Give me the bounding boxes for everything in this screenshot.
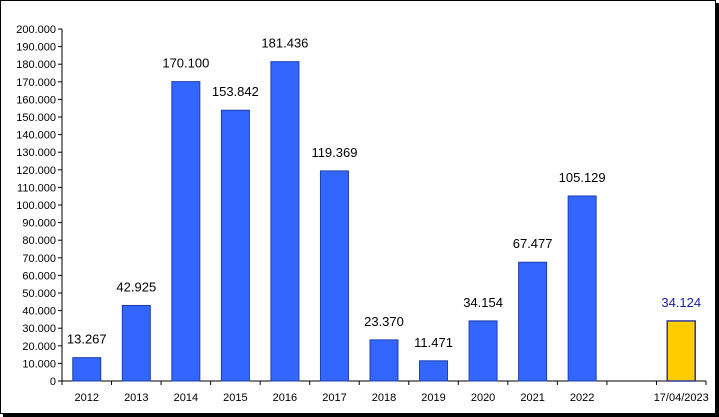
bar	[171, 81, 201, 382]
data-label: 153.842	[212, 84, 259, 99]
data-label: 13.267	[67, 332, 107, 347]
x-tick-label: 2022	[570, 392, 594, 404]
y-tick-label: 50.000	[22, 288, 56, 300]
y-tick-label: 30.000	[22, 323, 56, 335]
data-label: 11.471	[414, 335, 453, 350]
y-tick-label: 0	[50, 376, 56, 388]
bar	[419, 360, 449, 382]
x-tick-label: 2020	[471, 392, 495, 404]
data-label: 23.370	[364, 314, 404, 329]
data-label: 67.477	[513, 236, 553, 251]
bar	[270, 61, 300, 382]
x-tick-label: 2014	[174, 392, 198, 404]
y-tick-label: 120.000	[16, 165, 56, 177]
bar	[518, 261, 548, 382]
y-tick-label: 130.000	[16, 147, 56, 159]
y-axis: 0 10.000 20.000 30.000 40.000 50.000 60.000 70.…	[16, 24, 63, 388]
data-label: 105.129	[559, 170, 606, 185]
bar	[121, 304, 151, 382]
y-tick-label: 190.000	[16, 42, 56, 54]
data-label: 119.369	[311, 145, 357, 160]
y-tick-label: 150.000	[16, 112, 56, 124]
bars	[72, 61, 696, 382]
data-label: 181.436	[261, 36, 308, 51]
y-tick-label: 140.000	[16, 130, 56, 142]
y-tick-label: 20.000	[22, 341, 56, 353]
bar	[468, 320, 498, 382]
y-tick-label: 170.000	[16, 77, 56, 89]
x-tick-label: 2019	[421, 392, 445, 404]
bar	[220, 109, 250, 382]
y-tick-label: 180.000	[16, 59, 56, 71]
bar-highlight	[666, 320, 696, 382]
x-tick-label: 2016	[273, 392, 297, 404]
x-axis: 2012 2013 2014 2015 2016 2017 2018 2019 2020 2021…	[61, 380, 709, 404]
y-tick-label: 110.000	[17, 182, 56, 194]
x-tick-label: 2012	[75, 392, 99, 404]
data-label: 34.154	[463, 295, 503, 310]
y-tick-label: 160.000	[16, 94, 56, 106]
bar	[567, 195, 597, 382]
y-tick-label: 40.000	[22, 306, 56, 318]
y-tick-label: 90.000	[22, 218, 56, 230]
data-label: 42.925	[116, 279, 156, 294]
y-tick-label: 60.000	[22, 270, 56, 282]
bar	[369, 339, 399, 382]
data-label: 34.124	[661, 295, 701, 310]
y-tick-label: 70.000	[22, 253, 56, 265]
y-tick-label: 100.000	[16, 200, 56, 212]
x-tick-label: 2015	[223, 392, 247, 404]
y-tick-label: 10.000	[22, 358, 56, 370]
y-tick-label: 80.000	[22, 235, 56, 247]
x-tick-label: 2013	[124, 392, 148, 404]
data-label: 170.100	[162, 56, 209, 71]
x-tick-label: 2021	[520, 392, 544, 404]
x-tick-label: 2018	[372, 392, 396, 404]
x-tick-label: 17/04/2023	[654, 392, 709, 404]
bar	[72, 357, 102, 382]
bar	[319, 170, 349, 382]
y-tick-label: 200.000	[16, 24, 56, 36]
x-tick-label: 2017	[322, 392, 346, 404]
